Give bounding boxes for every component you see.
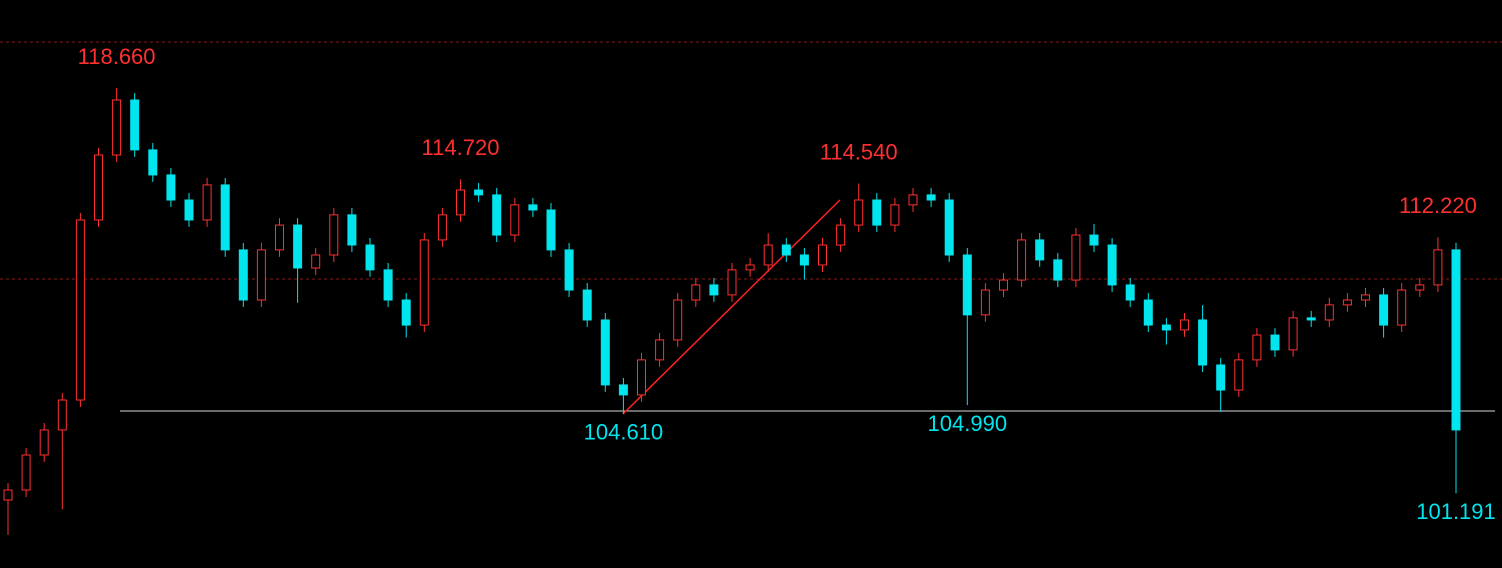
candle-body — [926, 194, 936, 201]
candle-body — [1234, 359, 1244, 391]
price-annotation: 112.220 — [1399, 193, 1477, 218]
candle-body — [94, 154, 103, 221]
candle-body — [311, 254, 321, 269]
candle-body — [763, 244, 773, 266]
candle-body — [3, 489, 13, 501]
candle-body — [799, 254, 809, 266]
price-annotation: 114.540 — [820, 139, 898, 164]
candle-body — [1415, 284, 1425, 291]
price-annotation: 104.610 — [584, 420, 664, 445]
candle-body — [582, 289, 592, 321]
candle-body — [1361, 294, 1370, 301]
candle-body — [148, 149, 158, 176]
price-annotation: 118.660 — [78, 44, 156, 69]
candle-body — [836, 224, 846, 246]
candle-body — [21, 454, 31, 491]
candle-body — [1306, 317, 1316, 321]
candle-body — [1180, 319, 1189, 331]
candle-body — [564, 249, 574, 291]
candle-body — [1433, 249, 1443, 286]
candle-body — [419, 239, 429, 326]
candle-body — [962, 254, 972, 316]
candle-body — [745, 264, 755, 271]
candle-body — [57, 399, 67, 431]
candle-body — [329, 214, 339, 256]
candle-body — [383, 269, 393, 301]
candle-body — [275, 224, 284, 251]
candle-body — [1342, 299, 1352, 306]
price-annotation: 104.990 — [928, 411, 1008, 436]
candle-body — [202, 184, 212, 221]
candle-body — [854, 199, 864, 226]
candle-body — [166, 174, 176, 201]
candle-body — [999, 279, 1008, 291]
candle-body — [75, 219, 85, 401]
candle-body — [39, 429, 49, 456]
candle-body — [1252, 334, 1262, 361]
candle-body — [456, 189, 465, 216]
candle-body — [1071, 234, 1081, 281]
trend-line — [622, 199, 841, 415]
price-annotation: 101.191 — [1416, 499, 1496, 524]
candle-body — [727, 269, 737, 296]
candle-body — [437, 214, 447, 241]
candle-body — [1288, 317, 1298, 351]
candle-body — [546, 209, 556, 251]
candle-body — [256, 249, 266, 301]
candle-body — [238, 249, 248, 301]
candle-body — [220, 184, 230, 251]
candle-body — [293, 224, 303, 269]
candle-body — [1035, 239, 1045, 261]
candle-body — [528, 204, 538, 211]
candle-body — [347, 214, 357, 246]
candle-body — [492, 194, 502, 236]
candle-body — [980, 289, 990, 316]
candle-body — [1270, 334, 1280, 351]
candle-body — [365, 244, 375, 271]
candle-body — [637, 359, 646, 396]
candle-body — [130, 99, 140, 151]
candle-body — [474, 189, 484, 196]
candle-body — [872, 199, 882, 226]
candle-body — [1143, 299, 1153, 326]
candle-body — [510, 204, 520, 236]
candle-body — [1397, 289, 1407, 326]
candle-body — [1324, 304, 1334, 321]
candle-body — [1451, 249, 1461, 431]
candle-body — [401, 299, 411, 326]
candle-body — [890, 204, 900, 226]
candle-body — [908, 194, 918, 206]
candle-body — [618, 384, 628, 396]
price-annotation: 114.720 — [422, 135, 500, 160]
candle-body — [709, 284, 719, 296]
candle-body — [691, 284, 701, 301]
candle-body — [818, 244, 827, 266]
candle-body — [1053, 259, 1063, 281]
candle-body — [655, 339, 665, 361]
candle-body — [781, 244, 791, 256]
candle-body — [1216, 364, 1226, 391]
candle-body — [673, 299, 683, 341]
candle-body — [600, 319, 610, 386]
candle-body — [1089, 234, 1099, 246]
candle-body — [1198, 319, 1208, 366]
candle-body — [1379, 294, 1389, 326]
candle-body — [1107, 244, 1117, 286]
candle-body — [112, 99, 122, 156]
candle-body — [1125, 284, 1135, 301]
candle-body — [1017, 239, 1027, 281]
candle-body — [184, 199, 194, 221]
candle-body — [944, 199, 954, 256]
candle-body — [1161, 324, 1171, 331]
